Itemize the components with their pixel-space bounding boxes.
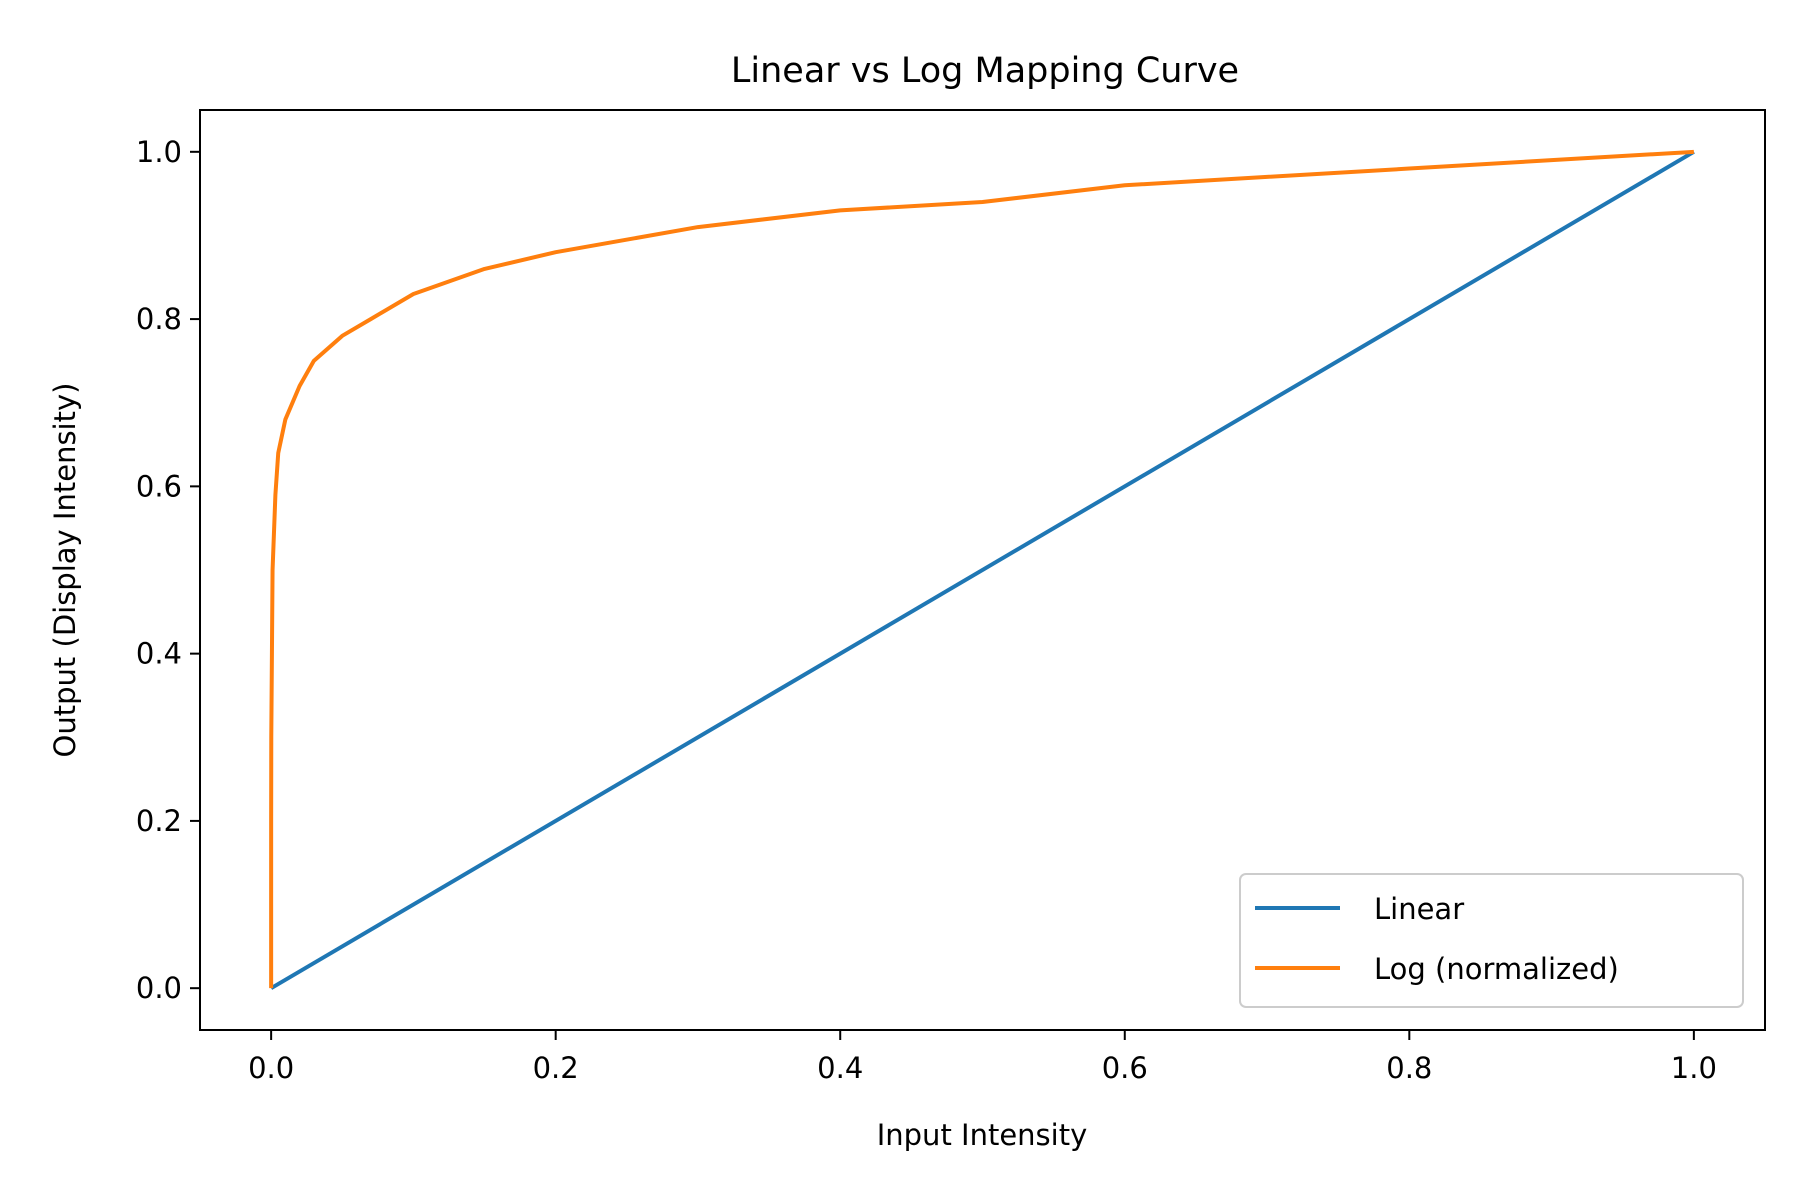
series-line-linear: [270, 150, 1695, 990]
legend-frame: [1239, 873, 1744, 1008]
series-line-log: [269, 149, 1694, 990]
x-tick-label: 0.8: [1386, 1051, 1432, 1085]
legend-label-log: Log (normalized): [1374, 952, 1619, 986]
y-axis-ticks: 0.0 0.2 0.4 0.6 0.8 1.0: [136, 135, 200, 1005]
x-axis-ticks: 0.0 0.2 0.4 0.6 0.8 1.0: [248, 1030, 1717, 1085]
x-tick-label: 0.0: [248, 1051, 294, 1085]
x-tick-label: 0.6: [1102, 1051, 1148, 1085]
chart-title: Linear vs Log Mapping Curve: [731, 51, 1239, 91]
x-tick-label: 1.0: [1671, 1051, 1717, 1085]
x-tick-label: 0.2: [533, 1051, 579, 1085]
y-tick-label: 1.0: [136, 135, 182, 169]
y-axis-label: Output (Display Intensity): [48, 383, 82, 758]
legend: Linear Log (normalized): [1239, 873, 1744, 1008]
axes-frame: [199, 109, 1766, 1031]
y-tick-label: 0.2: [136, 804, 182, 838]
x-axis-label: Input Intensity: [877, 1118, 1088, 1152]
x-tick-label: 0.4: [817, 1051, 863, 1085]
y-tick-label: 0.8: [136, 302, 182, 336]
y-tick-label: 0.0: [136, 971, 182, 1005]
plot-area: [269, 149, 1695, 990]
legend-label-linear: Linear: [1374, 892, 1464, 926]
y-tick-label: 0.4: [136, 637, 182, 671]
y-tick-label: 0.6: [136, 469, 182, 503]
